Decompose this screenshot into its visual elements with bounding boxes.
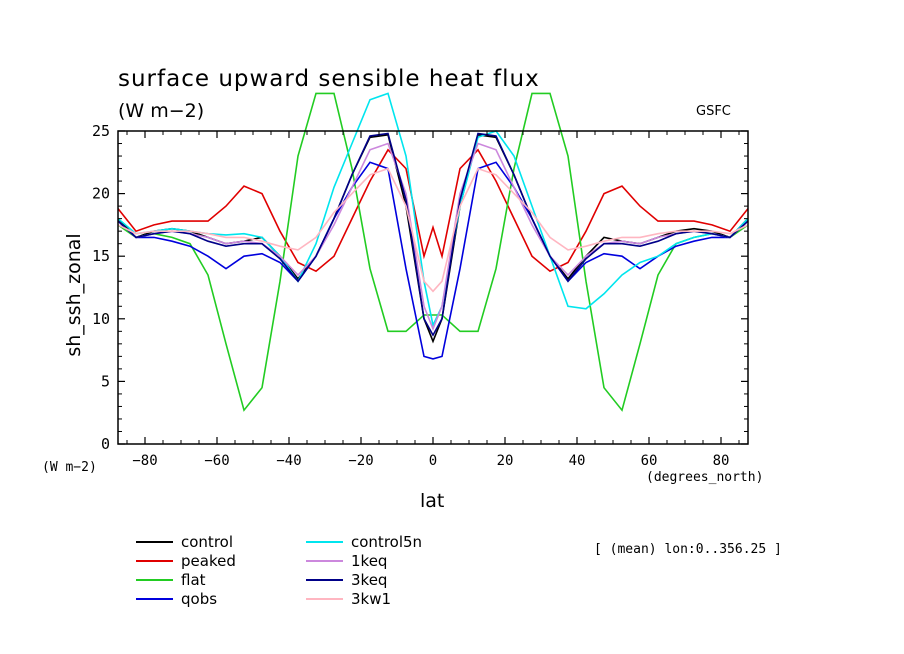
y-tick-label: 25 — [92, 122, 110, 140]
y-tick-label: 20 — [92, 185, 110, 203]
legend-label-qobs: qobs — [181, 590, 217, 608]
chart-title: surface upward sensible heat flux — [118, 66, 540, 92]
x-axis-label: lat — [420, 490, 445, 512]
x-axis-units: (degrees_north) — [646, 470, 764, 485]
series-line-qobs — [118, 161, 748, 360]
x-tick-label: −40 — [276, 453, 301, 469]
x-tick-label: 20 — [497, 453, 514, 469]
chart-source: GSFC — [696, 104, 731, 119]
legend-label-flat: flat — [181, 571, 206, 589]
series-line-control — [118, 133, 748, 344]
y-tick-label: 15 — [92, 247, 110, 265]
legend-label-peaked: peaked — [181, 552, 236, 570]
x-tick-label: 80 — [713, 453, 730, 469]
series-line-1keq — [118, 142, 748, 331]
y-tick-label: 10 — [92, 310, 110, 328]
legend-label-3keq: 3keq — [351, 571, 387, 589]
x-tick-label: −60 — [204, 453, 229, 469]
x-tick-label: 40 — [569, 453, 586, 469]
plot-frame — [117, 130, 749, 445]
mean-note: [ (mean) lon:0..356.25 ] — [594, 542, 782, 557]
legend-label-control5n: control5n — [351, 533, 422, 551]
y-axis-units: (W m−2) — [42, 460, 97, 475]
axis-layer: −80 −60 −40 −20 0 20 40 60 80 0 5 10 15 20 25 — [92, 122, 748, 469]
x-tick-label: −20 — [348, 453, 373, 469]
series-layer — [118, 92, 748, 412]
legend-label-3kw1: 3kw1 — [351, 590, 391, 608]
x-tick-label: 0 — [429, 453, 437, 469]
y-tick-label: 0 — [101, 435, 110, 453]
x-tick-label: 60 — [641, 453, 658, 469]
chart-units: (W m−2) — [118, 100, 205, 122]
y-tick-label: 5 — [101, 372, 110, 390]
series-line-control5n — [118, 92, 748, 328]
legend-label-1keq: 1keq — [351, 552, 387, 570]
series-line-peaked — [118, 148, 748, 273]
x-tick-label: −80 — [132, 453, 157, 469]
series-line-flat — [118, 92, 748, 412]
series-line-3kw1 — [118, 167, 748, 293]
series-line-3keq — [118, 132, 748, 337]
legend-label-control: control — [181, 533, 233, 551]
